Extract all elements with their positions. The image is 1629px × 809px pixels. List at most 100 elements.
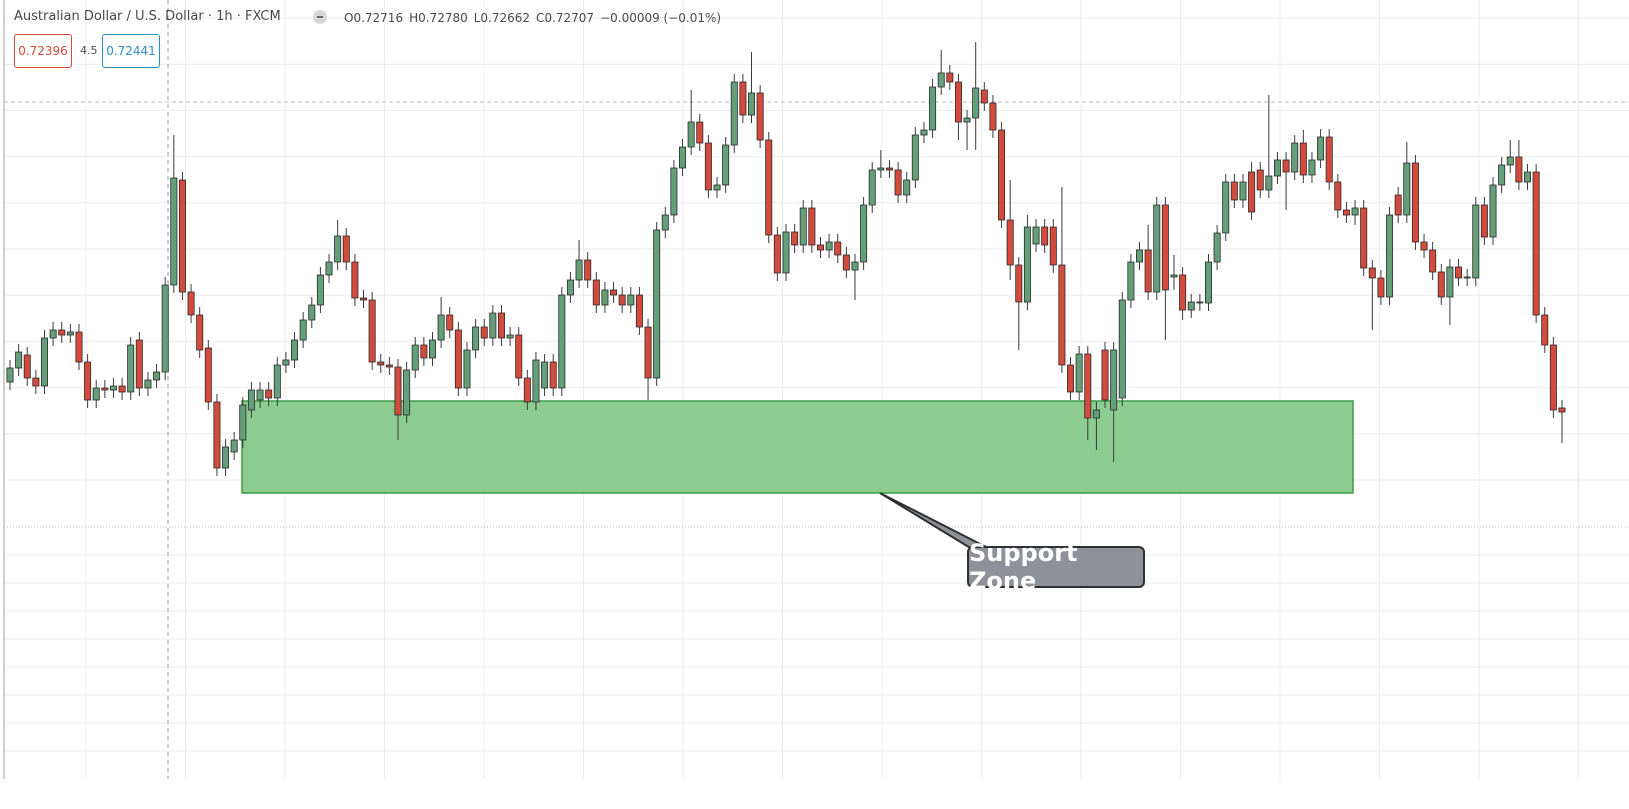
buy-price[interactable]: 0.72441	[102, 34, 160, 68]
candle-body	[368, 299, 376, 363]
candle-body	[299, 319, 307, 341]
candle-body	[1411, 162, 1419, 243]
candle-body	[653, 229, 661, 379]
candle-body	[696, 121, 704, 144]
ohlc-legend: O0.72716 H0.72780 L0.72662 C0.72707 −0.00009…	[344, 11, 721, 25]
candle-body	[911, 134, 919, 181]
candle-body	[1015, 264, 1023, 303]
candle-body	[661, 214, 669, 231]
symbol-title: Australian Dollar / U.S. Dollar · 1h · F…	[14, 9, 281, 24]
ohlc-label: C	[536, 11, 545, 25]
candle-body	[334, 235, 342, 263]
candle-body	[265, 389, 273, 399]
candle-body	[954, 81, 962, 123]
candle-body	[1127, 261, 1135, 301]
candle-body	[316, 274, 324, 306]
candle-body	[377, 361, 385, 366]
candle-body	[1455, 266, 1463, 279]
candle-body	[247, 389, 255, 411]
candle-body	[23, 354, 31, 379]
candle-body	[506, 334, 514, 339]
ohlc-value: 0.72707	[544, 11, 595, 25]
candle-body	[972, 87, 980, 119]
candle-body	[1282, 159, 1290, 173]
candle-body	[1153, 204, 1161, 293]
candle-body	[1196, 301, 1204, 304]
ohlc-label: L	[473, 11, 481, 25]
candle-body	[1558, 407, 1566, 413]
candle-body	[463, 349, 471, 389]
candle-body	[903, 179, 911, 196]
candle-body	[84, 361, 92, 401]
candle-body	[963, 117, 971, 123]
candle-body	[403, 369, 411, 416]
candle-body	[687, 121, 695, 148]
candle-body	[1230, 181, 1238, 201]
candle-body	[756, 92, 764, 141]
sell-price[interactable]: 0.72396	[14, 34, 72, 68]
candle-body	[489, 312, 497, 339]
candle-body	[385, 364, 393, 368]
candle-body	[1222, 181, 1230, 234]
ohlc-value: 0.72716	[353, 11, 404, 25]
collapse-button[interactable]	[313, 10, 327, 24]
candle-body	[135, 339, 143, 389]
candle-body	[75, 331, 83, 363]
candle-body	[1377, 277, 1385, 298]
candle-body	[1446, 266, 1454, 298]
candle-body	[187, 291, 195, 316]
candle-body	[799, 207, 807, 246]
candle-body	[1032, 226, 1040, 245]
candle-body	[558, 294, 566, 389]
candle-body	[722, 144, 730, 186]
candle-body	[1023, 226, 1031, 303]
candle-body	[1041, 226, 1049, 246]
candle-body	[868, 169, 876, 206]
candle-body	[1549, 344, 1557, 411]
candle-body	[1067, 364, 1075, 393]
candle-body	[1049, 226, 1057, 266]
candle-body	[704, 142, 712, 191]
candle-body	[765, 139, 773, 236]
candle-body	[153, 371, 161, 381]
candle-body	[1351, 207, 1359, 216]
candle-body	[1480, 204, 1488, 238]
candle-body	[204, 347, 212, 403]
candle-body	[877, 167, 885, 171]
spread: 4.5	[80, 44, 98, 57]
candle-body	[1204, 261, 1212, 304]
candle-body	[1291, 142, 1299, 173]
candle-body	[601, 289, 609, 306]
candle-body	[1317, 136, 1325, 161]
candle-body	[32, 377, 40, 387]
candle-body	[291, 339, 299, 361]
candle-body	[437, 314, 445, 341]
candle-body	[1386, 214, 1394, 298]
candle-body	[1265, 175, 1273, 191]
candle-body	[592, 279, 600, 306]
candle-body	[66, 331, 74, 336]
candle-body	[730, 81, 738, 146]
candle-body	[825, 241, 833, 251]
candle-body	[1437, 271, 1445, 298]
support-zone	[241, 400, 1354, 494]
candle-body	[308, 304, 316, 321]
candle-body	[1472, 204, 1480, 279]
candle-body	[360, 297, 368, 301]
candle-body	[549, 361, 557, 389]
candle-body	[937, 72, 945, 88]
candle-body	[1273, 159, 1281, 177]
candle-body	[1213, 232, 1221, 263]
ohlc-value: 0.72780	[418, 11, 468, 25]
candle-body	[1239, 181, 1247, 201]
candle-body	[1489, 184, 1497, 238]
candle-body	[627, 294, 635, 306]
candle-body	[49, 329, 57, 339]
candle-body	[1524, 171, 1532, 183]
candle-body	[101, 387, 109, 391]
candle-body	[1256, 169, 1264, 191]
candle-body	[127, 344, 135, 393]
candle-body	[239, 404, 247, 441]
candle-body	[1058, 264, 1066, 366]
